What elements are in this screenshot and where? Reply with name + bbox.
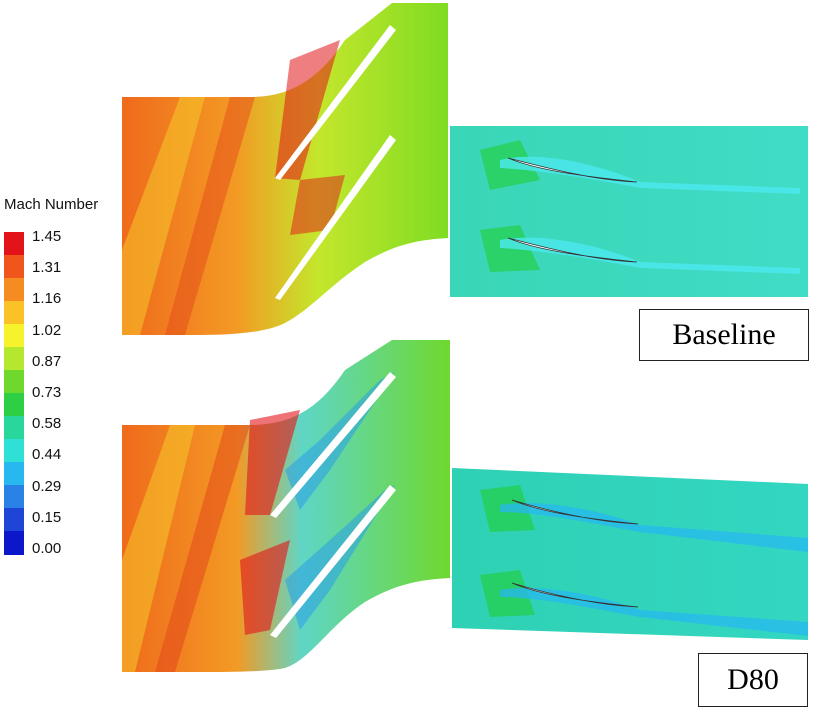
colorbar-segment — [4, 485, 24, 509]
colorbar-segment — [4, 393, 24, 417]
d80-stator-domain — [122, 340, 450, 672]
colorbar-segment — [4, 531, 24, 555]
baseline-rotor-domain — [450, 126, 808, 297]
d80-stator-blade-1 — [270, 372, 396, 518]
baseline-stator-blade-2 — [275, 135, 396, 300]
colorbar-tick-label: 0.58 — [32, 415, 62, 433]
d80-label: D80 — [698, 653, 808, 707]
colorbar-tick-label: 1.31 — [32, 259, 62, 277]
colorbar-segment — [4, 370, 24, 394]
colorbar-tick-label: 1.16 — [32, 290, 62, 308]
colorbar-segment — [4, 301, 24, 325]
colorbar-tick-label: 1.45 — [32, 228, 62, 245]
colorbar-segment — [4, 324, 24, 348]
colorbar-tick-label: 0.73 — [32, 384, 62, 401]
colorbar-segment — [4, 255, 24, 279]
colorbar-tick-label: 0.44 — [32, 446, 62, 464]
colorbar-segment — [4, 232, 24, 256]
colorbar-segment — [4, 462, 24, 486]
d80-rotor-blade-2 — [511, 582, 639, 608]
colorbar-segment — [4, 508, 24, 532]
colorbar-segment — [4, 347, 24, 371]
legend-title: Mach Number — [4, 196, 99, 213]
colorbar-segment — [4, 416, 24, 440]
d80-rotor-blade-1 — [511, 499, 639, 525]
colorbar-tick-label: 0.00 — [32, 540, 62, 557]
colorbar — [4, 232, 24, 555]
d80-stator-blade-2 — [270, 485, 396, 638]
baseline-rotor-blade-2 — [507, 237, 638, 263]
baseline-rotor-blade-1 — [507, 157, 638, 183]
baseline-label: Baseline — [639, 309, 809, 361]
baseline-stator-blade-1 — [275, 25, 396, 180]
colorbar-tick-label: 0.15 — [32, 508, 62, 526]
d80-rotor-domain — [452, 468, 808, 640]
colorbar-tick-label: 1.02 — [32, 321, 62, 339]
colorbar-tick-label: 0.29 — [32, 477, 62, 495]
colorbar-tick-label: 0.87 — [32, 352, 62, 370]
colorbar-segment — [4, 439, 24, 463]
colorbar-segment — [4, 278, 24, 302]
baseline-stator-domain — [122, 3, 448, 335]
